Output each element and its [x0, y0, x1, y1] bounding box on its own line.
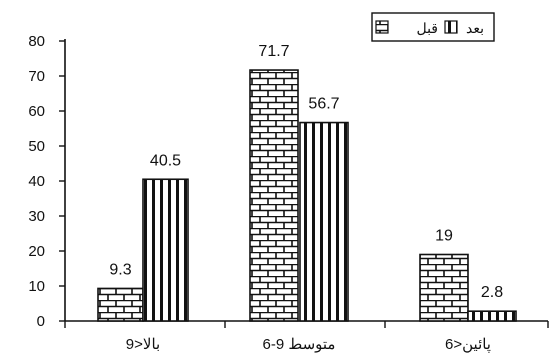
- y-tick-label: 70: [28, 68, 45, 85]
- labels: 9.3 40.5 بالا<9 71.7 56.7 متوسط 9-6 19 2.8 پائين…: [109, 43, 503, 353]
- bar-after-2: [467, 310, 517, 322]
- legend-swatch-before: [375, 20, 389, 34]
- data-label: 2.8: [481, 284, 503, 301]
- legend-label-after: بعد: [466, 20, 484, 36]
- x-tick-label: متوسط 9-6: [263, 336, 336, 353]
- bar-before-0: [97, 287, 144, 322]
- bars: [97, 69, 517, 322]
- bar-after-1: [299, 121, 349, 322]
- data-label: 19: [435, 228, 453, 245]
- y-tick-label: 60: [28, 103, 45, 120]
- data-label: 40.5: [150, 152, 181, 169]
- data-label: 56.7: [308, 96, 339, 113]
- y-tick-label: 80: [28, 33, 45, 50]
- bar-before-2: [419, 253, 469, 322]
- y-tick-label: 0: [37, 313, 45, 330]
- x-tick-label: پائين<6: [445, 336, 491, 353]
- bar-after-0: [142, 178, 189, 322]
- y-tick-label: 10: [28, 278, 45, 295]
- data-label: 71.7: [258, 43, 289, 60]
- data-label: 9.3: [109, 261, 131, 278]
- bar-before-1: [249, 69, 299, 322]
- legend-swatch-after: [444, 20, 458, 34]
- y-tick-label: 30: [28, 208, 45, 225]
- y-tick-label: 40: [28, 173, 45, 190]
- legend: بعد قبل: [371, 12, 495, 42]
- legend-box: [371, 12, 495, 42]
- x-tick-label: بالا<9: [126, 336, 160, 353]
- y-tick-label: 50: [28, 138, 45, 155]
- legend-label-before: قبل: [416, 20, 438, 36]
- y-tick-label: 20: [28, 243, 45, 260]
- axes: 0 10 20 30 40 50 60 70 80: [28, 33, 549, 330]
